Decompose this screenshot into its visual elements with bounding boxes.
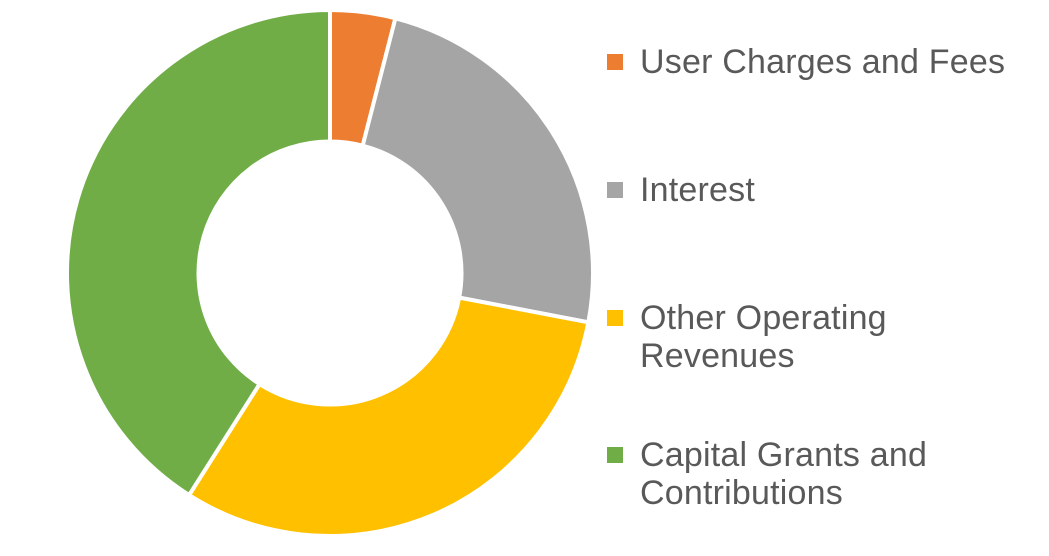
legend-item: User Charges and Fees bbox=[607, 43, 1005, 81]
legend-item: Interest bbox=[607, 171, 755, 209]
legend-swatch-icon bbox=[607, 54, 623, 70]
legend-label: Other Operating Revenues bbox=[640, 299, 887, 375]
legend-label: User Charges and Fees bbox=[640, 43, 1006, 81]
legend-swatch-icon bbox=[607, 182, 623, 198]
donut-slice-1 bbox=[360, 15, 595, 325]
donut-slice-2 bbox=[186, 295, 591, 538]
legend-item: Other Operating Revenues bbox=[607, 299, 1040, 375]
legend-swatch-icon bbox=[607, 310, 623, 326]
legend-label: Interest bbox=[640, 171, 755, 209]
legend-item: Capital Grants and Contributions bbox=[607, 436, 1040, 512]
donut-chart bbox=[65, 7, 595, 538]
donut-slice-3 bbox=[65, 7, 332, 498]
legend-label: Capital Grants and Contributions bbox=[640, 436, 928, 512]
legend-swatch-icon bbox=[607, 447, 623, 463]
